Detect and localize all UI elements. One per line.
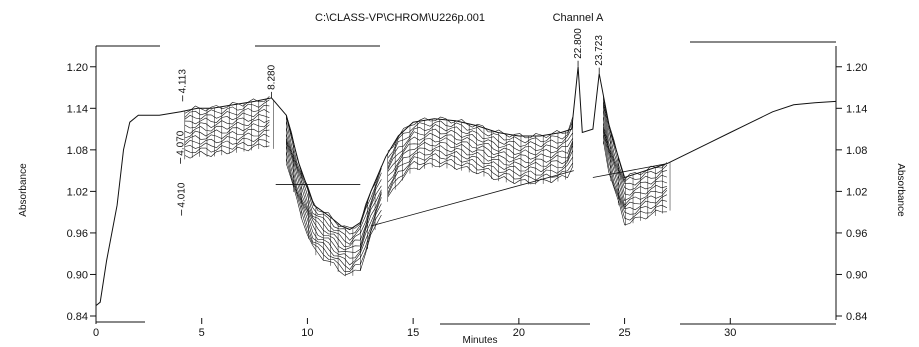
y-right-tick-label: 1.08: [846, 145, 867, 157]
y-left-tick-label: 0.90: [67, 269, 88, 281]
x-axis-ticks: 0 5 10 15 20 25 30: [93, 318, 736, 339]
y-left-axis-title: Absorbance: [18, 163, 29, 217]
scan-trace: [603, 134, 668, 221]
scan-trace: [184, 99, 270, 118]
scan-trace: [286, 140, 382, 253]
scan-trace: [387, 132, 574, 170]
y-right-tick-label: 0.84: [846, 311, 867, 323]
scan-trace: [286, 145, 382, 266]
scan-trace: [603, 130, 667, 215]
y-left-tick-label: 0.84: [67, 311, 88, 323]
scan-trace: [603, 127, 668, 208]
peak-label: 8.280: [267, 64, 278, 89]
peak-labels: 4.113 4.070 4.010 8.280 22.800 23.723: [176, 28, 605, 216]
scan-trace: [184, 129, 270, 146]
overlaid-scan-traces: [184, 95, 671, 277]
peak-label: 4.010: [177, 182, 188, 207]
scan-trace: [603, 128, 668, 211]
scan-trace: [184, 143, 270, 159]
scan-trace: [184, 109, 270, 125]
scan-trace: [603, 141, 667, 226]
scan-trace: [387, 142, 574, 177]
scan-trace: [286, 142, 382, 259]
chart-title: C:\CLASS-VP\CHROM\U226p.001: [315, 12, 485, 24]
x-tick-label: 25: [618, 327, 630, 339]
y-left-axis-ticks: 1.20 1.14 1.08 1.02 0.96 0.90 0.84: [67, 62, 96, 323]
scan-trace: [603, 105, 668, 191]
x-tick-label: 30: [724, 327, 736, 339]
scan-trace: [184, 133, 270, 149]
y-right-tick-label: 1.14: [846, 103, 867, 115]
scan-trace: [286, 127, 382, 245]
scan-trace: [387, 149, 574, 189]
scan-trace: [184, 139, 270, 154]
y-left-tick-label: 1.08: [67, 145, 88, 157]
x-tick-label: 10: [301, 327, 313, 339]
scan-trace: [387, 144, 574, 183]
peak-label: 23.723: [594, 35, 605, 66]
y-right-axis-ticks: 1.20 1.14 1.08 1.02 0.96 0.90 0.84: [836, 62, 867, 323]
y-left-tick-label: 1.14: [67, 103, 88, 115]
scan-trace: [603, 117, 667, 201]
y-left-tick-label: 1.20: [67, 62, 88, 74]
scan-trace: [286, 138, 382, 251]
baseline-line: [370, 170, 574, 227]
scan-trace: [387, 128, 574, 169]
scan-trace: [286, 116, 382, 235]
y-right-tick-label: 0.96: [846, 228, 867, 240]
y-right-axis-title: Absorbance: [895, 163, 906, 217]
peak-label: 4.070: [176, 130, 187, 155]
scan-trace: [184, 121, 270, 139]
peak-label: 4.113: [178, 69, 189, 94]
scan-trace: [387, 157, 574, 196]
y-right-tick-label: 0.90: [846, 269, 867, 281]
scan-trace: [286, 151, 382, 270]
scan-trace: [184, 118, 270, 134]
scan-trace: [387, 137, 574, 172]
scan-trace: [387, 124, 574, 165]
scan-trace: [184, 114, 270, 129]
x-tick-label: 0: [93, 327, 99, 339]
x-tick-label: 5: [199, 327, 205, 339]
y-right-tick-label: 1.02: [846, 186, 867, 198]
channel-label: Channel A: [553, 12, 604, 24]
scan-trace: [184, 124, 270, 143]
scan-trace: [184, 96, 270, 114]
scan-trace: [387, 153, 574, 194]
scan-trace: [286, 163, 382, 276]
scan-trace: [603, 110, 668, 196]
scan-trace: [184, 104, 270, 120]
scan-trace: [603, 123, 668, 206]
scan-trace: [286, 158, 382, 273]
x-tick-label: 20: [513, 327, 525, 339]
x-tick-label: 15: [407, 327, 419, 339]
baseline-line: [592, 163, 667, 178]
y-left-tick-label: 0.96: [67, 228, 88, 240]
scan-trace: [286, 121, 382, 241]
series-line: [95, 66, 837, 306]
scan-trace: [387, 162, 574, 198]
x-axis-title: Minutes: [462, 335, 497, 346]
series-lines: [95, 66, 837, 306]
y-left-tick-label: 1.02: [67, 186, 88, 198]
y-right-tick-label: 1.20: [846, 62, 867, 74]
scan-trace: [387, 119, 574, 159]
scan-trace: [286, 134, 382, 248]
peak-label: 22.800: [573, 28, 584, 59]
scan-trace: [603, 103, 667, 186]
scan-trace: [603, 101, 668, 182]
